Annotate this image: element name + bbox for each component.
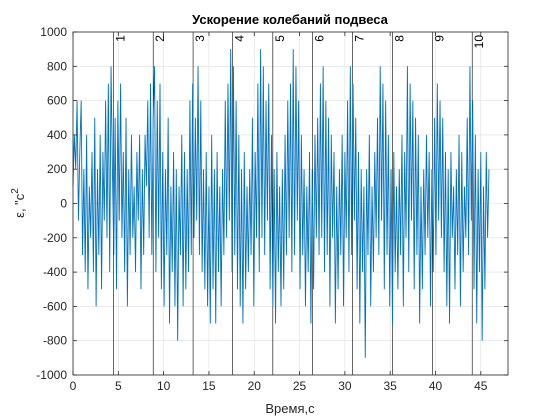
x-tick-label: 25 — [293, 379, 307, 393]
x-tick-label: 35 — [384, 379, 398, 393]
svg-text:ε, "с2: ε, "с2 — [10, 188, 27, 218]
series-line — [72, 49, 490, 358]
marker-label: 5 — [273, 35, 287, 42]
series-group — [72, 49, 490, 358]
y-tick-label: 200 — [47, 162, 67, 176]
y-axis-label-main: ε, "с — [12, 193, 27, 218]
marker-lines: 1 2 3 4 5 6 7 8 9 10 — [113, 32, 486, 375]
x-tick-label: 45 — [474, 379, 488, 393]
marker-label: 7 — [353, 35, 367, 42]
y-tick-label: -600 — [43, 299, 67, 313]
x-axis-label: Время,с — [265, 401, 315, 416]
y-axis-label: ε, "с2 — [10, 188, 27, 218]
y-tick-label: -400 — [43, 265, 67, 279]
y-tick-label: 0 — [60, 197, 67, 211]
y-tick-label: -800 — [43, 334, 67, 348]
marker-label: 10 — [472, 35, 486, 49]
x-tick-label: 0 — [70, 379, 77, 393]
y-axis-label-superscript: 2 — [10, 188, 21, 194]
x-tick-label: 5 — [115, 379, 122, 393]
y-tick-label: -1000 — [36, 368, 67, 382]
marker-label: 2 — [153, 35, 167, 42]
x-tick-label: 20 — [248, 379, 262, 393]
chart-title: Ускорение колебаний подвеса — [192, 12, 389, 27]
x-tick-label: 40 — [429, 379, 443, 393]
y-tick-label: 400 — [47, 128, 67, 142]
axis-ticks: 0 5 10 15 20 25 30 35 40 45-1000-800-600-400-2000… — [36, 25, 508, 393]
y-tick-label: 800 — [47, 59, 67, 73]
x-tick-label: 30 — [338, 379, 352, 393]
marker-label: 8 — [392, 35, 406, 42]
y-tick-label: 1000 — [40, 25, 67, 39]
marker-label: 6 — [313, 35, 327, 42]
x-tick-label: 15 — [202, 379, 216, 393]
marker-label: 3 — [193, 35, 207, 42]
y-tick-label: 600 — [47, 94, 67, 108]
marker-label: 1 — [113, 35, 127, 42]
y-tick-label: -200 — [43, 231, 67, 245]
marker-label: 4 — [233, 35, 247, 42]
x-tick-label: 10 — [157, 379, 171, 393]
marker-label: 9 — [432, 35, 446, 42]
